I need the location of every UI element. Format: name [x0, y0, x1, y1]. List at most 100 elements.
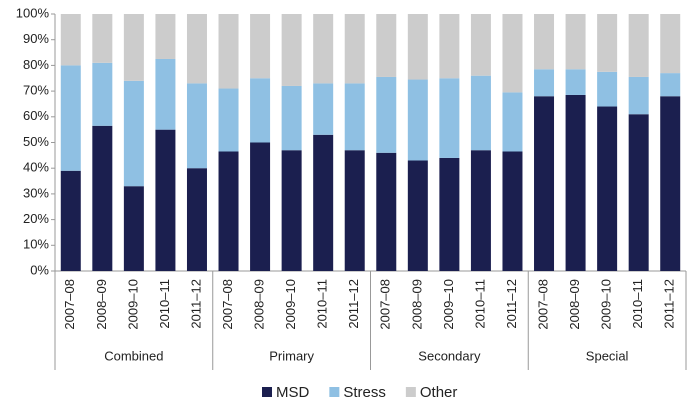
bar-segment [250, 14, 271, 79]
x-tick-label: 2007–08 [378, 279, 393, 330]
group-label: Primary [269, 348, 314, 363]
bar-segment [628, 114, 649, 271]
bar-segment [565, 94, 586, 271]
bar-segment [376, 76, 397, 153]
bar-segment [534, 96, 555, 272]
bar-segment [60, 170, 81, 271]
x-tick-label: 2007–08 [62, 279, 77, 330]
bar-segment [344, 83, 365, 151]
bar-segment [92, 125, 113, 271]
bar-segment [313, 134, 334, 271]
bar-segment [92, 62, 113, 126]
bar-segment [660, 73, 681, 97]
x-tick-label: 2009–10 [125, 279, 140, 330]
bar-segment [534, 14, 555, 70]
bar-segment [281, 150, 302, 271]
bar-segment [628, 14, 649, 77]
y-tick-label: 60% [23, 108, 49, 123]
bar-segment [597, 71, 618, 107]
x-tick-label: 2009–10 [283, 279, 298, 330]
legend-label: Other [420, 384, 458, 401]
bar-segment [313, 83, 334, 135]
bar-segment [597, 106, 618, 272]
y-tick-label: 80% [23, 57, 49, 72]
y-tick-label: 40% [23, 160, 49, 175]
bar-segment [218, 88, 239, 152]
bar-segment [250, 142, 271, 271]
bar-segment [123, 80, 144, 187]
y-tick-label: 50% [23, 134, 49, 149]
x-tick-label: 2010–11 [157, 279, 172, 329]
bar-segment [407, 79, 428, 161]
bar-segment [660, 96, 681, 272]
x-tick-label: 2011–12 [504, 279, 519, 329]
bar-segment [376, 152, 397, 271]
y-tick-label: 30% [23, 185, 49, 200]
bar-segment [250, 78, 271, 143]
bar-segment [218, 151, 239, 271]
bar-segment [565, 14, 586, 70]
bar-segment [344, 14, 365, 84]
x-tick-label: 2008–09 [252, 279, 267, 330]
bar-segment [155, 129, 176, 271]
y-tick-label: 100% [16, 5, 50, 20]
bar-segment [565, 69, 586, 95]
x-tick-label: 2011–12 [346, 279, 361, 329]
bar-segment [186, 14, 207, 84]
bar-segment [470, 14, 491, 76]
bar-segment [407, 14, 428, 80]
x-tick-label: 2008–09 [94, 279, 109, 330]
bar-segment [407, 160, 428, 271]
x-tick-label: 2010–11 [472, 279, 487, 329]
group-label: Special [586, 348, 629, 363]
bar-segment [313, 14, 334, 84]
bar-segment [439, 78, 460, 158]
bar-segment [281, 85, 302, 151]
x-tick-label: 2008–09 [409, 279, 424, 330]
bar-segment [186, 83, 207, 169]
bar-segment [155, 14, 176, 59]
bar-segment [123, 186, 144, 271]
bar-segment [92, 14, 113, 63]
x-tick-label: 2007–08 [220, 279, 235, 330]
y-tick-label: 0% [30, 262, 49, 277]
bar-segment [186, 168, 207, 271]
x-tick-label: 2009–10 [441, 279, 456, 330]
bar-segment [597, 14, 618, 72]
x-tick-label: 2010–11 [630, 279, 645, 329]
x-tick-label: 2007–08 [535, 279, 550, 330]
x-tick-label: 2009–10 [599, 279, 614, 330]
bar-segment [123, 14, 144, 81]
bar-segment [502, 92, 523, 152]
bar-segment [218, 14, 239, 89]
bar-segment [439, 14, 460, 79]
group-label: Secondary [418, 348, 481, 363]
bar-segment [470, 150, 491, 271]
x-tick-label: 2011–12 [662, 279, 677, 329]
legend-label: MSD [276, 384, 310, 401]
x-tick-label: 2008–09 [567, 279, 582, 330]
bar-segment [60, 14, 81, 66]
bar-segment [502, 151, 523, 271]
bar-segment [628, 76, 649, 115]
bar-segment [60, 65, 81, 171]
bar-segment [344, 150, 365, 271]
x-tick-label: 2010–11 [315, 279, 330, 329]
legend-swatch [405, 387, 416, 397]
bar-segment [660, 14, 681, 74]
bar-segment [155, 58, 176, 130]
x-tick-label: 2011–12 [188, 279, 203, 329]
y-tick-label: 20% [23, 211, 49, 226]
bar-segment [281, 14, 302, 86]
legend-swatch [329, 387, 340, 397]
legend-swatch [262, 387, 272, 397]
bar-segment [502, 14, 523, 93]
group-label: Combined [104, 348, 163, 363]
y-tick-label: 10% [23, 237, 49, 252]
bar-segment [376, 14, 397, 77]
bar-segment [439, 157, 460, 271]
y-tick-label: 90% [23, 31, 49, 46]
legend-label: Stress [343, 384, 386, 401]
y-tick-label: 70% [23, 83, 49, 98]
bar-segment [470, 75, 491, 151]
